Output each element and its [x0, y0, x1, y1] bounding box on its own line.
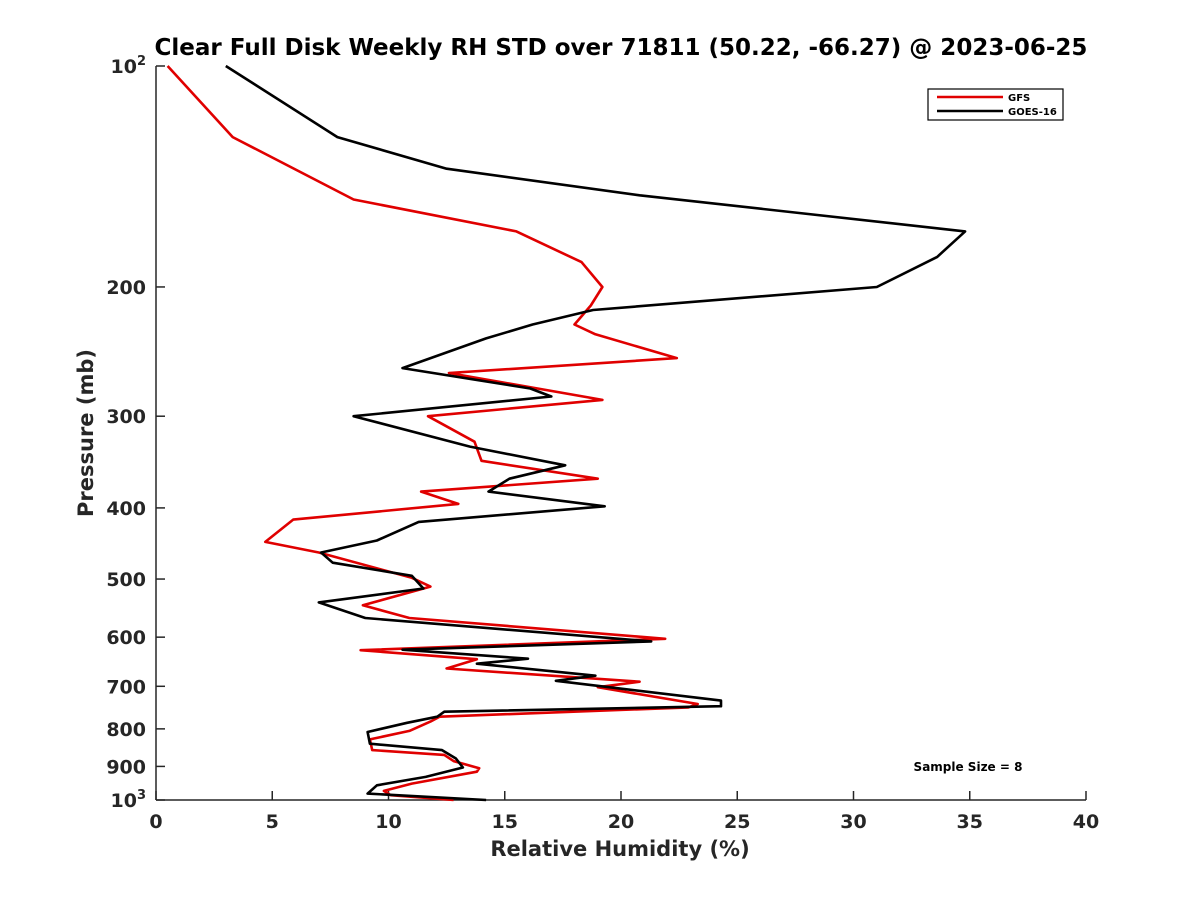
- series-line-gfs: [166, 65, 700, 802]
- x-tick-label: 40: [1073, 811, 1099, 833]
- y-tick-label: 103: [111, 788, 147, 812]
- x-tick-label: 10: [375, 811, 401, 833]
- series-layer: [166, 64, 967, 802]
- legend-label-goes-16: GOES-16: [1008, 107, 1057, 118]
- y-tick-label: 200: [106, 277, 146, 299]
- y-tick-label: 300: [106, 406, 146, 428]
- legend: GFS GOES-16: [927, 88, 1064, 121]
- y-axis-ticks: 102 200 300 400 500 600 700 800 900 103: [106, 54, 165, 812]
- y-tick-label: 400: [106, 498, 146, 520]
- x-tick-label: 5: [266, 811, 279, 833]
- x-tick-label: 35: [957, 811, 983, 833]
- legend-label-gfs: GFS: [1008, 93, 1030, 104]
- x-tick-label: 20: [608, 811, 634, 833]
- y-tick-label: 900: [106, 756, 146, 778]
- x-tick-label: 25: [724, 811, 750, 833]
- legend-box: [927, 88, 1064, 121]
- y-tick-label: 500: [106, 569, 146, 591]
- y-tick-label: 800: [106, 719, 146, 741]
- series-line-goes-16: [225, 64, 967, 802]
- y-tick-label: 102: [111, 54, 147, 78]
- y-axis-label: Pressure (mb): [74, 349, 98, 517]
- y-tick-label: 700: [106, 676, 146, 698]
- x-tick-label: 0: [149, 811, 162, 833]
- y-tick-label: 600: [106, 627, 146, 649]
- x-axis-ticks: 0 5 10 15 20 25 30 35 40: [149, 791, 1099, 833]
- chart-title: Clear Full Disk Weekly RH STD over 71811…: [155, 35, 1088, 61]
- x-tick-label: 15: [492, 811, 518, 833]
- sample-size-annotation: Sample Size = 8: [914, 760, 1023, 774]
- x-tick-label: 30: [840, 811, 866, 833]
- x-axis-label: Relative Humidity (%): [490, 837, 749, 861]
